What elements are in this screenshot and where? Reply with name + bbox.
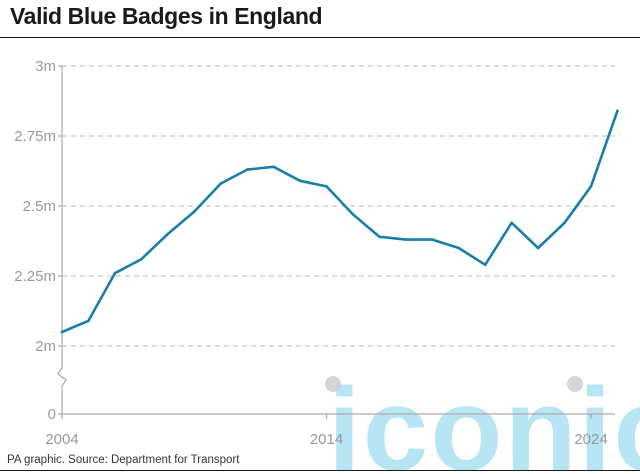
y-tick-label: 0	[48, 406, 56, 423]
y-tick-label: 2.75m	[14, 128, 56, 145]
series-line	[60, 109, 619, 334]
axis-break	[57, 367, 67, 387]
data-point	[510, 221, 513, 225]
chart-title: Valid Blue Badges in England	[10, 3, 323, 29]
y-tick-label: 2.5m	[23, 198, 56, 215]
data-point	[404, 238, 408, 241]
y-tick-label: 2m	[35, 338, 56, 355]
x-tick-label: 2024	[574, 431, 607, 448]
watermark-text: iconic	[328, 364, 640, 474]
data-point	[140, 257, 143, 261]
bottom-divider	[0, 470, 640, 471]
data-point	[272, 165, 275, 169]
y-tick-labels: 0 2m 2.25m 2.5m 2.75m 3m	[14, 58, 62, 423]
data-point	[192, 210, 196, 213]
data-point	[113, 271, 117, 275]
series	[60, 109, 619, 334]
data-point	[245, 168, 249, 171]
data-point	[351, 213, 355, 216]
source-note: PA graphic. Source: Department for Trans…	[7, 454, 240, 466]
x-tick-label: 2004	[45, 431, 78, 448]
data-point	[536, 246, 540, 250]
data-point	[457, 246, 461, 250]
iconic-watermark: iconic	[325, 364, 640, 474]
gridlines	[62, 65, 615, 347]
data-point	[87, 319, 90, 323]
data-point	[298, 179, 302, 183]
y-tick-label: 3m	[35, 58, 56, 75]
y-tick-label: 2.25m	[14, 268, 56, 285]
data-point	[563, 221, 566, 225]
data-point	[589, 185, 593, 188]
data-point	[378, 235, 381, 239]
data-point	[616, 109, 619, 113]
data-point	[60, 330, 64, 334]
data-point	[219, 182, 222, 185]
x-tick-label: 2014	[310, 431, 343, 448]
title-divider	[0, 37, 640, 38]
axes	[57, 66, 615, 415]
data-point	[325, 185, 328, 188]
data-point	[483, 263, 487, 267]
watermark-dot	[325, 376, 341, 392]
data-point	[166, 232, 170, 236]
watermark-dot	[567, 376, 583, 392]
data-point	[431, 238, 434, 241]
x-tick-labels: 2004 2014 2024	[45, 414, 608, 448]
